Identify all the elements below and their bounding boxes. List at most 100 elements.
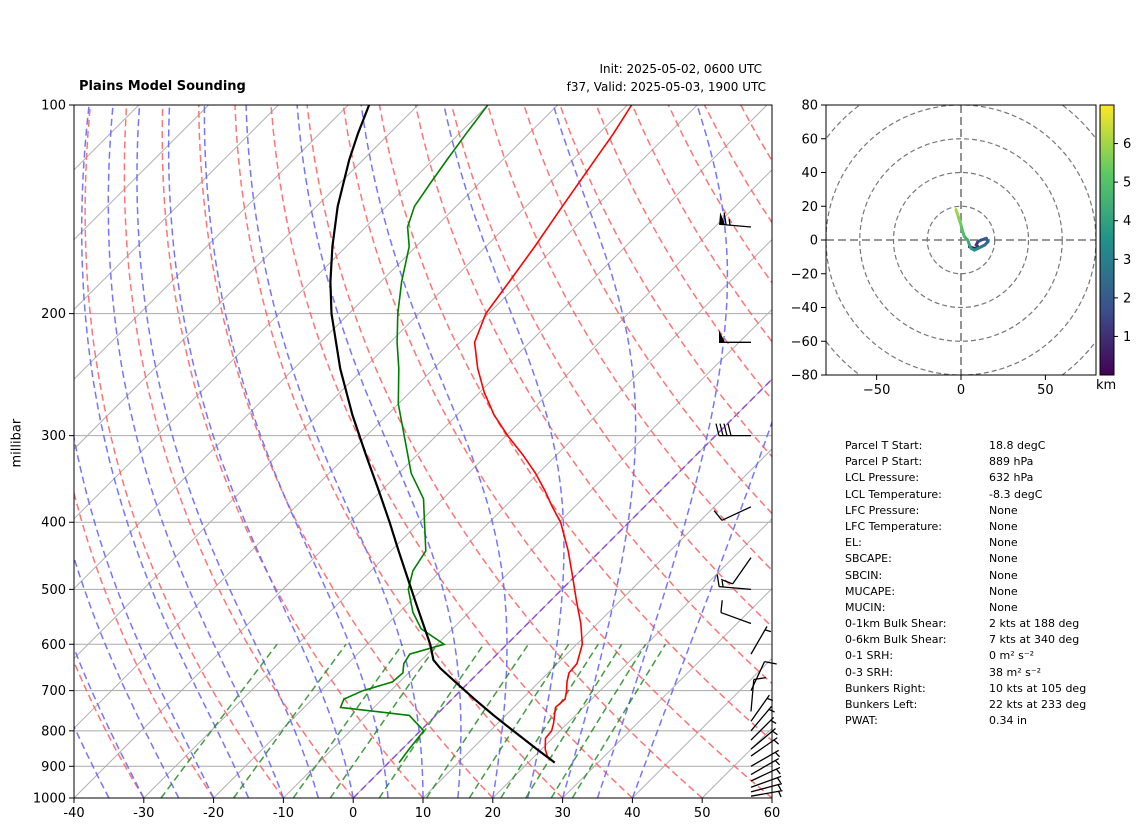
y-tick-label: 500 [41, 583, 66, 598]
barb-feather [719, 423, 724, 436]
barb-staff [750, 775, 782, 788]
barb-feather [716, 574, 720, 587]
moist-adiabat [631, 419, 772, 798]
colorbar [1099, 104, 1115, 376]
param-label: Bunkers Left: [845, 698, 918, 711]
param-label: MUCIN: [845, 600, 886, 614]
y-tick-label: 100 [41, 99, 66, 114]
hodo-y-tick-label: 0 [810, 234, 818, 249]
isotherm--40 [74, 105, 768, 798]
barb-staff [721, 506, 752, 521]
isotherm--120 [74, 105, 209, 241]
dewpoint-profile [339, 105, 489, 764]
wind-barb [750, 728, 778, 750]
x-tick-label: 60 [764, 806, 781, 821]
moist-adiabat [296, 105, 462, 798]
barb-half-feather [772, 730, 778, 736]
dry-adiabat [74, 659, 145, 798]
param-row: 0-3 SRH: 38 m² s⁻² [845, 665, 1105, 681]
isotherm--10 [283, 308, 772, 798]
param-value: 0.34 in [989, 714, 1028, 728]
param-value: 0 m² s⁻² [989, 649, 1035, 663]
isotherm--20 [213, 238, 772, 798]
param-label: MUCAPE: [845, 584, 896, 598]
temperature-profile [473, 105, 633, 764]
wind-barb [750, 749, 781, 767]
mixing-ratio-line [329, 643, 439, 798]
param-value: None [989, 519, 1018, 533]
sounding-parameters: Parcel T Start: 18.8 degC Parcel P Start: 8… [845, 438, 1105, 729]
isotherm-zero [352, 378, 772, 798]
barb-staff [750, 766, 781, 782]
hodo-y-tick-label: −40 [791, 301, 818, 316]
y-tick-label: 600 [41, 638, 66, 653]
y-tick-label: 700 [41, 684, 66, 699]
x-tick-label: -20 [203, 806, 224, 821]
wind-barb [750, 775, 782, 788]
param-row: Bunkers Left: 22 kts at 233 deg [845, 697, 1105, 713]
barb-staff [719, 585, 752, 591]
wind-barb [750, 661, 777, 691]
dry-adiabat [270, 105, 633, 798]
y-tick-label: 300 [41, 429, 66, 444]
param-row: LFC Temperature: None [845, 519, 1105, 535]
wind-barb [719, 330, 751, 343]
barb-staff [750, 705, 773, 732]
param-label: Parcel T Start: [845, 439, 923, 452]
isotherm-40 [632, 657, 772, 798]
param-label: LFC Pressure: [845, 503, 920, 517]
barb-feather [723, 423, 728, 436]
param-label: 0-6km Bulk Shear: [845, 633, 947, 647]
moist-adiabat [360, 105, 508, 798]
param-row: PWAT: 0.34 in [845, 713, 1105, 729]
isotherm--90 [74, 105, 419, 450]
moist-adiabat [443, 105, 565, 798]
y-tick-label: 800 [41, 724, 66, 739]
y-tick-label: 200 [41, 307, 66, 322]
mixing-ratio-line [160, 643, 278, 798]
barb-half-feather [776, 777, 782, 784]
wind-barb [750, 783, 783, 793]
colorbar-tick-label: 2 [1123, 291, 1131, 306]
barb-half-feather [768, 708, 775, 713]
moist-adiabat [74, 555, 180, 798]
param-value: 38 m² s⁻² [989, 665, 1042, 679]
param-row: 0-1km Bulk Shear: 2 kts at 188 deg [845, 616, 1105, 632]
moist-adiabat [596, 105, 729, 798]
y-tick-label: 400 [41, 516, 66, 531]
barb-half-feather [764, 629, 772, 633]
barb-half-feather [775, 768, 781, 775]
param-value: None [989, 536, 1018, 550]
barb-feather [723, 212, 727, 225]
dry-adiabat [487, 105, 772, 572]
moist-adiabat [245, 105, 424, 798]
barb-staff [732, 557, 752, 585]
mixing-ratio-line [571, 643, 667, 798]
moist-adiabat [552, 105, 637, 798]
barb-staff [750, 757, 780, 776]
moist-adiabat [107, 105, 285, 798]
wind-barb [715, 423, 751, 437]
x-tick-label: 30 [554, 806, 571, 821]
barb-half-feather [721, 580, 724, 588]
barb-staff [750, 717, 775, 741]
x-tick-label: -40 [63, 806, 84, 821]
hodo-y-tick-label: −80 [791, 369, 818, 384]
param-value: None [989, 568, 1018, 582]
param-row: 0-1 SRH: 0 m² s⁻² [845, 648, 1105, 664]
dry-adiabat [74, 489, 215, 798]
barb-feather [715, 423, 720, 436]
barb-feather [720, 600, 723, 613]
x-tick-label: 20 [485, 806, 502, 821]
wind-barb [750, 737, 780, 757]
param-value: 2 kts at 188 deg [989, 617, 1080, 631]
barb-feather [727, 423, 732, 436]
wind-barb [750, 705, 775, 732]
page-title: Plains Model Sounding [79, 79, 246, 94]
wind-barb [720, 557, 752, 585]
param-value: 18.8 degC [989, 439, 1046, 452]
colorbar-tick-label: 4 [1123, 214, 1131, 229]
param-row: Bunkers Right: 10 kts at 105 deg [845, 681, 1105, 697]
x-tick-label: 40 [624, 806, 641, 821]
